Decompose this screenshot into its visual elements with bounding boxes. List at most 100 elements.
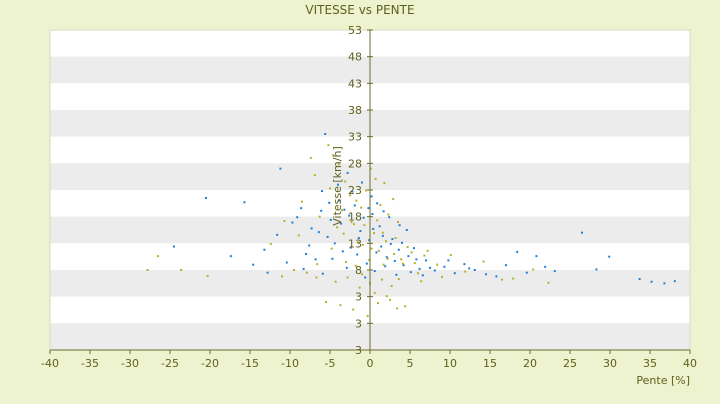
data-point-series-2 [436,263,439,266]
data-point-series-2 [297,234,300,237]
data-point-series-1 [663,282,666,285]
data-point-series-1 [328,201,331,204]
data-point-series-2 [349,194,351,197]
data-points [146,133,676,317]
data-point-series-1 [329,218,332,221]
data-point-series-1 [364,276,367,279]
data-point-series-2 [381,231,384,234]
data-point-series-1 [402,264,405,267]
data-point-series-2 [397,221,399,223]
data-point-series-1 [368,239,371,242]
x-tick-label: -40 [41,357,59,370]
data-point-series-2 [352,308,355,311]
data-point-series-2 [464,270,467,273]
data-point-series-2 [293,269,295,271]
data-point-series-1 [463,263,466,266]
data-point-series-2 [393,253,395,255]
y-tick-label: 33 [348,131,362,144]
data-point-series-2 [377,302,379,305]
data-point-series-2 [369,167,372,170]
data-point-series-2 [366,314,369,317]
data-point-series-1 [305,253,307,255]
data-point-series-2 [386,257,389,260]
data-point-series-1 [302,267,305,270]
axes: -40 -35 -30 -25 -20 -15 -10 -5 0 5 10 15 20 25 30 35 40 5… [41,24,697,370]
data-point-series-1 [485,273,487,276]
data-point-series-2 [330,247,333,250]
data-point-series-1 [229,255,232,258]
data-point-series-2 [344,180,347,183]
data-point-series-1 [389,242,392,245]
data-point-series-2 [390,285,393,287]
y-tick-label: 3 [355,344,362,357]
data-point-series-1 [373,270,376,273]
data-point-series-2 [417,272,419,275]
y-tick-label: 43 [348,77,362,90]
y-tick-label: 13 [348,237,362,250]
data-point-series-2 [482,260,485,263]
x-tick-label: 30 [603,357,617,370]
data-point-series-2 [360,206,363,209]
data-point-series-2 [281,275,283,278]
chart-title: VITESSE vs PENTE [305,3,414,17]
data-point-series-2 [381,278,383,281]
data-point-series-1 [362,216,365,219]
data-point-series-1 [378,225,381,228]
data-point-series-1 [421,274,424,277]
data-point-series-1 [384,265,387,268]
data-point-series-2 [363,224,366,227]
data-point-series-1 [429,266,431,269]
data-point-series-1 [291,221,294,224]
data-point-series-2 [354,264,357,267]
data-point-series-2 [382,263,385,266]
data-point-series-1 [638,278,641,281]
data-point-series-1 [333,242,336,245]
data-point-series-1 [348,214,351,217]
data-point-series-1 [357,237,360,239]
data-point-series-2 [301,200,303,203]
y-axis-label: Vitesse [km/h] [331,146,344,226]
data-point-series-2 [374,177,377,180]
data-point-series-1 [337,183,339,186]
data-point-series-2 [400,258,403,261]
data-point-series-1 [495,275,498,278]
data-point-series-1 [388,216,391,219]
data-point-series-1 [341,250,344,253]
data-point-series-2 [313,174,316,177]
x-tick-label: -30 [121,357,139,370]
data-point-series-1 [310,227,313,230]
data-point-series-1 [321,190,323,193]
y-tick-label: 28 [348,157,362,170]
data-point-series-1 [581,231,583,234]
data-point-series-2 [355,199,358,202]
data-point-series-2 [353,223,355,226]
data-point-series-2 [404,305,407,308]
data-point-series-2 [426,249,429,252]
data-point-series-2 [350,221,353,223]
data-point-series-2 [394,237,397,239]
data-point-series-1 [356,253,359,256]
data-point-series-2 [373,291,376,294]
data-point-series-2 [315,276,318,279]
x-tick-label: -15 [241,357,259,370]
data-point-series-1 [544,265,547,268]
data-point-series-1 [595,268,598,271]
data-point-series-1 [252,263,255,266]
data-point-series-1 [395,273,398,276]
data-point-series-2 [385,240,387,243]
data-point-series-1 [382,210,385,213]
x-tick-label: -25 [161,357,179,370]
data-point-series-2 [309,157,312,159]
data-point-series-2 [334,280,337,283]
y-tick-label: 38 [348,104,362,117]
data-point-series-2 [157,255,159,258]
y-tick-label: 8 [355,264,362,277]
data-point-series-1 [340,222,343,225]
data-point-series-1 [300,207,303,210]
data-point-series-1 [296,216,299,219]
data-point-series-1 [324,133,327,135]
data-point-series-2 [339,304,342,307]
y-tick-label: 53 [348,24,362,37]
